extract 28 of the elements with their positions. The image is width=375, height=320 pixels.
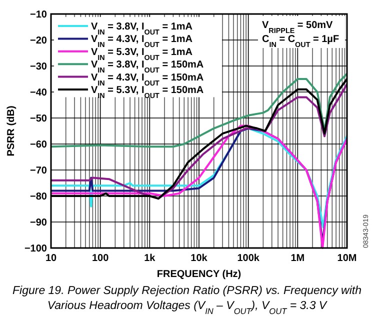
x-tick-label: 100k	[237, 253, 260, 264]
y-tick-label: −50	[30, 114, 48, 124]
legend-label: V$_{IN}$ = 4.3V, I$_{OUT}$ = 1mA	[91, 34, 192, 49]
y-axis-title: PSRR (dB)	[6, 106, 17, 156]
x-axis-title: FREQUENCY (Hz)	[156, 269, 242, 280]
y-tick-label: −20	[30, 36, 48, 46]
y-tick-label: −90	[30, 218, 48, 228]
legend-label: V$_{IN}$ = 3.8V, I$_{OUT}$ = 150mA	[91, 60, 204, 74]
annotation: C$_{IN}$ = C$_{OUT}$ = 1µF	[262, 34, 340, 48]
y-tick-label: −10	[30, 10, 48, 20]
y-tick-label: −80	[30, 192, 48, 202]
x-tick-label: 1k	[144, 253, 156, 264]
y-tick-label: −30	[30, 62, 48, 72]
y-tick-label: −70	[30, 166, 48, 176]
y-tick-label: −100	[24, 244, 48, 254]
legend-label: V$_{IN}$ = 5.3V, I$_{OUT}$ = 1mA	[91, 46, 192, 62]
annotation: V$_{RIPPLE}$ = 50mV	[262, 20, 334, 34]
y-tick-label: −60	[30, 140, 48, 150]
x-tick-label: 1M	[290, 253, 305, 264]
x-tick-label: 10	[45, 253, 57, 264]
legend-label: V$_{IN}$ = 3.8V, I$_{OUT}$ = 1mA	[91, 22, 192, 36]
x-tick-label: 10M	[337, 253, 357, 264]
x-tick-label: 100	[92, 253, 110, 264]
y-tick-label: −40	[30, 88, 48, 98]
x-tick-label: 10k	[190, 253, 208, 264]
legend-label: V$_{IN}$ = 4.3V, I$_{OUT}$ = 150mA	[91, 72, 204, 87]
legend-label: V$_{IN}$ = 5.3V, I$_{OUT}$ = 150mA	[91, 85, 204, 100]
text: Figure 19. Power Supply Rejection Ratio (PSRR) vs. Frequency with Various Headroom Voltages (V$_{IN}$ – V$_{OUT}$), V$_{OUT}$ = 3.3 V	[12, 285, 362, 316]
